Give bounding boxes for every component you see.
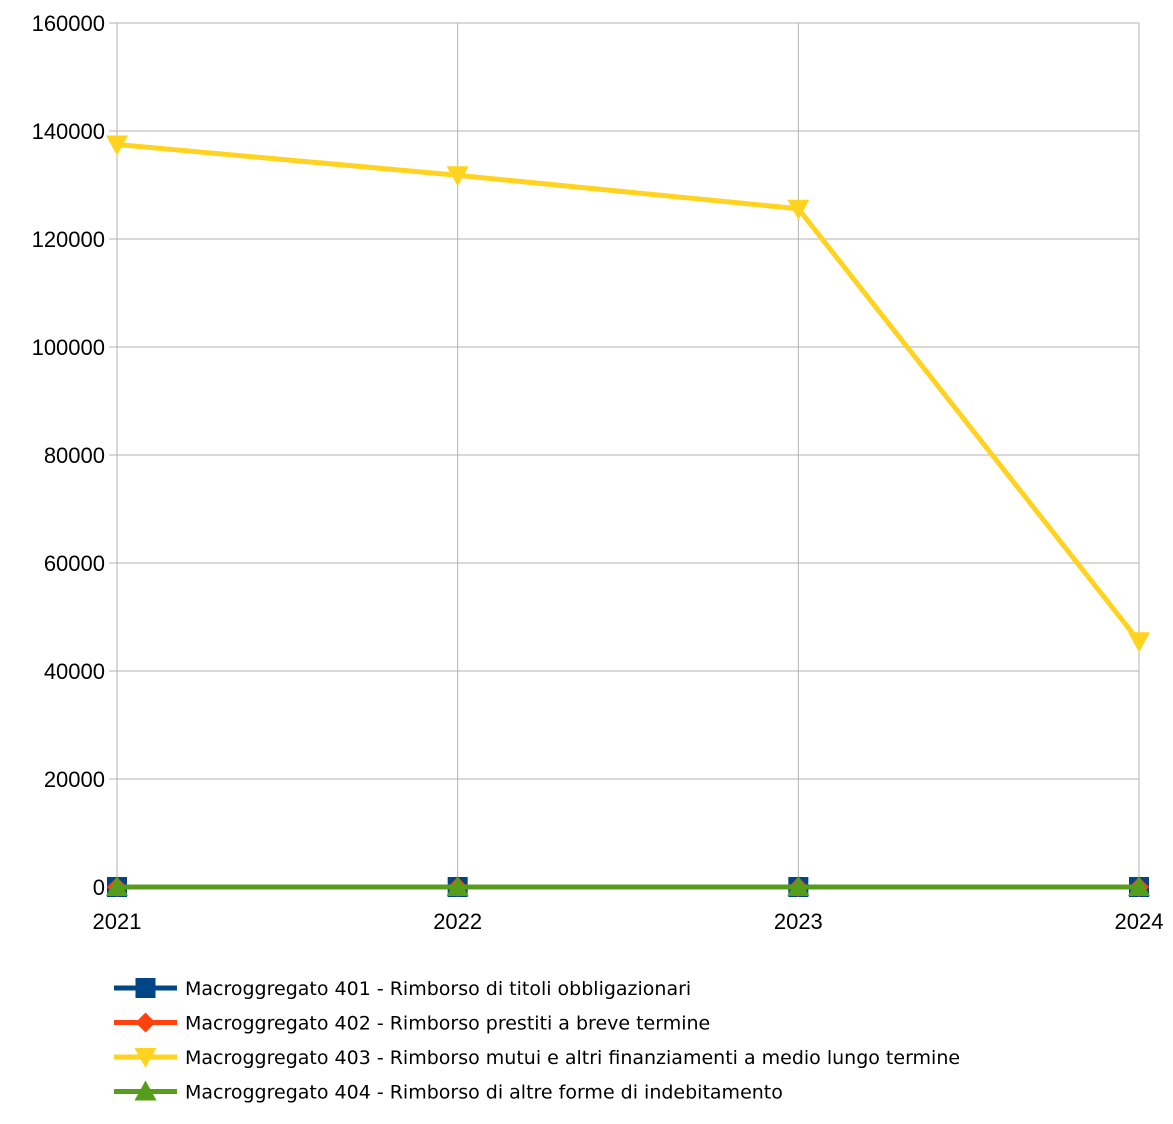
legend-entry: Macroggregato 403 - Rimborso mutui e alt… <box>114 1047 960 1069</box>
series-line <box>116 142 1141 643</box>
y-tick-label: 160000 <box>32 11 105 36</box>
data-point <box>1128 632 1150 653</box>
y-tick-label: 60000 <box>44 551 105 576</box>
y-tick-label: 20000 <box>44 767 105 792</box>
legend-label: Macroggregato 404 - Rimborso di altre fo… <box>185 1082 783 1104</box>
legend-swatch-marker <box>135 978 156 998</box>
data-point <box>787 876 810 896</box>
x-tick-label: 2024 <box>1115 909 1164 934</box>
series-3 <box>106 135 1150 653</box>
y-tick-label: 80000 <box>44 443 105 468</box>
y-tick-label: 0 <box>93 875 105 900</box>
x-tick-label: 2022 <box>433 909 482 934</box>
series-4 <box>106 876 1150 896</box>
legend-entry: Macroggregato 404 - Rimborso di altre fo… <box>114 1080 783 1104</box>
legend-swatch-marker <box>135 1012 156 1033</box>
y-tick-label: 40000 <box>44 659 105 684</box>
legend-label: Macroggregato 401 - Rimborso di titoli o… <box>185 978 691 1000</box>
legend-swatch-marker <box>134 1048 157 1068</box>
data-point <box>106 876 128 896</box>
series <box>106 135 1150 897</box>
grid-lines <box>116 22 1140 888</box>
data-point <box>106 135 128 156</box>
data-point <box>1128 876 1150 896</box>
legend: Macroggregato 401 - Rimborso di titoli o… <box>114 978 960 1104</box>
y-tick-label: 120000 <box>32 227 105 252</box>
data-point <box>787 199 810 220</box>
legend-label: Macroggregato 402 - Rimborso prestiti a … <box>185 1013 710 1035</box>
y-tick-label: 140000 <box>32 119 105 144</box>
data-point <box>446 166 469 187</box>
x-tick-label: 2023 <box>774 909 823 934</box>
y-tick-label: 100000 <box>32 335 105 360</box>
legend-entry: Macroggregato 402 - Rimborso prestiti a … <box>114 1012 710 1035</box>
legend-label: Macroggregato 403 - Rimborso mutui e alt… <box>185 1047 960 1069</box>
legend-swatch-marker <box>134 1080 157 1101</box>
data-point <box>446 876 469 896</box>
axes: 0 20000 40000 60000 80000 100000 120000 140000 1… <box>32 11 1164 934</box>
legend-entry: Macroggregato 401 - Rimborso di titoli o… <box>114 978 691 1000</box>
x-tick-label: 2021 <box>93 909 142 934</box>
